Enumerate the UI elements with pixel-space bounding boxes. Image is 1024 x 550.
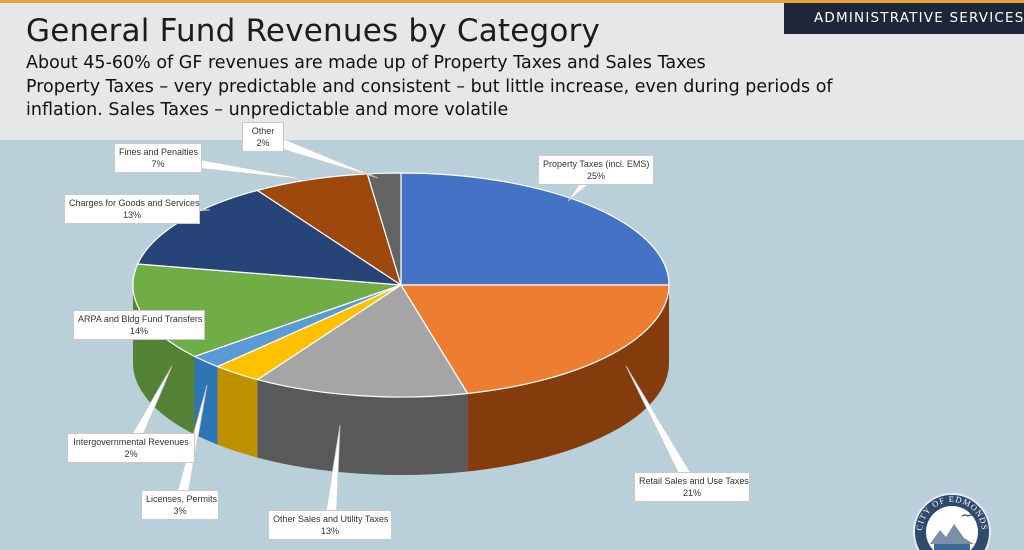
slice-category-label: Fines and Penalties [119,147,199,157]
pie-slice-label: Retail Sales and Use Taxes 21% [634,472,750,502]
pie-slice-side [467,285,669,472]
pie-slice-label: Fines and Penalties 7% [114,143,202,173]
pie-slice-side [217,366,258,458]
slice-value-label: 2% [124,449,138,459]
page-title: General Fund Revenues by Category [26,13,601,49]
slice-value-label: 25% [586,171,605,181]
slice-value-label: 21% [682,488,701,498]
slice-category-label: Property Taxes (incl. EMS) [543,159,650,169]
subtitle-line-1: About 45-60% of GF revenues are made up … [26,53,706,73]
pie-slice-side [133,285,195,435]
pie-slice [400,172,670,286]
slice-category-label: Other Sales and Utility Taxes [273,514,389,524]
slice-value-label: 3% [173,506,187,516]
slice-value-label: 7% [151,159,165,169]
pie-slice-label: Licenses, Permits 3% [141,490,219,520]
pie-slice-label: Charges for Goods and Services 13% [64,194,200,224]
slice-category-label: Charges for Goods and Services [69,198,200,208]
pie-slice [400,284,670,395]
slice-value-label: 2% [256,138,270,148]
pie-slice-label: Other 2% [242,122,284,152]
top-accent-line [0,0,1024,3]
slice-category-label: Intergovernmental Revenues [73,437,189,447]
slice-value-label: 13% [320,526,339,536]
slice-category-label: Retail Sales and Use Taxes [639,476,749,486]
pie-slice-label: Other Sales and Utility Taxes 13% [268,510,392,540]
pie-slice [256,284,469,398]
pie-slice-label: Intergovernmental Revenues 2% [67,433,195,463]
city-of-edmonds-seal-icon: CITY OF EDMONDS [913,493,991,550]
slice-value-label: 13% [122,210,141,220]
pie-slice-side [257,379,468,476]
subtitle-line-2: Property Taxes – very predictable and co… [26,77,833,97]
slice-value-label: 14% [129,326,148,336]
pie-slice-label: Property Taxes (incl. EMS) 25% [538,155,654,185]
slice-category-label: Licenses, Permits [146,494,218,504]
slice-category-label: Other [251,126,275,136]
slice-category-label: ARPA and Bldg Fund Transfers [78,314,203,324]
department-banner: ADMINISTRATIVE SERVICES [784,3,1024,34]
subtitle-line-3: inflation. Sales Taxes – unpredictable a… [26,100,509,120]
pie-slice-label: ARPA and Bldg Fund Transfers 14% [73,310,205,340]
